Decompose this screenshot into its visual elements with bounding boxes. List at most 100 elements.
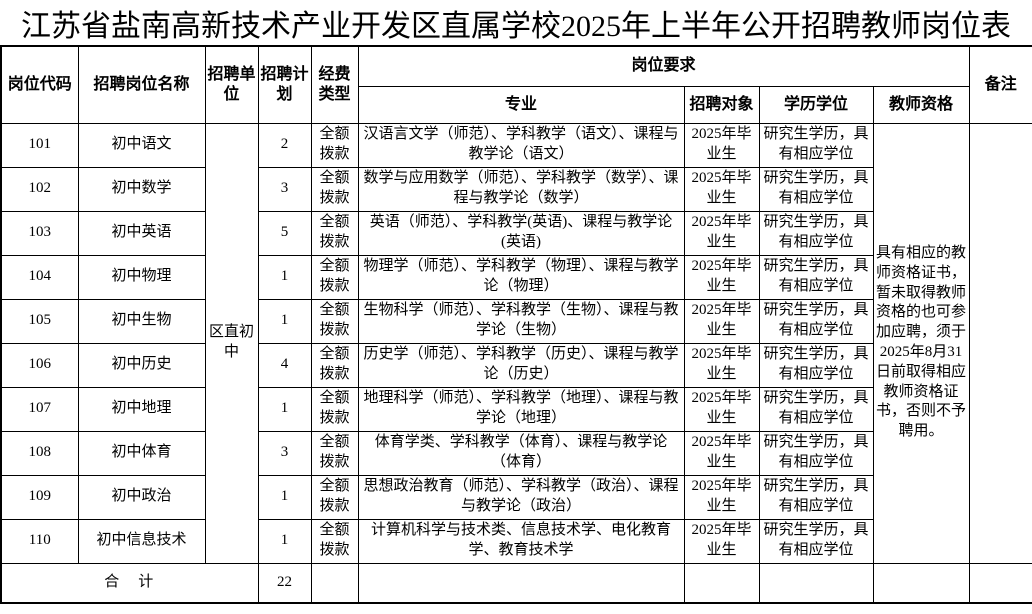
cell-degree: 研究生学历，具有相应学位 bbox=[758, 474, 874, 520]
cell-code: 102 bbox=[0, 166, 79, 212]
cell-degree: 研究生学历，具有相应学位 bbox=[758, 122, 874, 168]
cell-funding: 全额拨款 bbox=[310, 430, 359, 476]
cell-target: 2025年毕业生 bbox=[683, 342, 760, 388]
recruitment-table: 岗位代码 招聘岗位名称 招聘单位 招聘计划 经费类型 岗位要求 备注 专业 招聘… bbox=[0, 45, 1032, 604]
cell-position: 初中历史 bbox=[77, 342, 206, 388]
total-cert-empty bbox=[872, 562, 970, 604]
cell-target: 2025年毕业生 bbox=[683, 254, 760, 300]
cell-target: 2025年毕业生 bbox=[683, 430, 760, 476]
cell-major: 思想政治教育（师范）、学科教学（政治）、课程与教学论（政治） bbox=[357, 474, 685, 520]
total-target-empty bbox=[683, 562, 760, 604]
cell-plan: 5 bbox=[257, 210, 312, 256]
header-teacher-cert: 教师资格 bbox=[872, 85, 970, 124]
cell-degree: 研究生学历，具有相应学位 bbox=[758, 430, 874, 476]
cell-funding: 全额拨款 bbox=[310, 298, 359, 344]
cell-plan: 2 bbox=[257, 122, 312, 168]
cell-major: 物理学（师范）、学科教学（物理）、课程与教学论（物理） bbox=[357, 254, 685, 300]
table-row: 108 初中体育 3 全额拨款 体育学类、学科教学（体育）、课程与教学论（体育）… bbox=[0, 430, 1032, 476]
cell-position: 初中英语 bbox=[77, 210, 206, 256]
cell-target: 2025年毕业生 bbox=[683, 386, 760, 432]
header-position-code: 岗位代码 bbox=[0, 45, 79, 124]
header-recruiting-unit: 招聘单位 bbox=[204, 45, 259, 124]
cell-position: 初中数学 bbox=[77, 166, 206, 212]
cell-funding: 全额拨款 bbox=[310, 342, 359, 388]
cell-plan: 4 bbox=[257, 342, 312, 388]
cell-plan: 1 bbox=[257, 474, 312, 520]
table-row: 104 初中物理 1 全额拨款 物理学（师范）、学科教学（物理）、课程与教学论（… bbox=[0, 254, 1032, 300]
header-major: 专业 bbox=[357, 85, 685, 124]
cell-code: 106 bbox=[0, 342, 79, 388]
cell-major: 生物科学（师范）、学科教学（生物）、课程与教学论（生物） bbox=[357, 298, 685, 344]
cell-major: 英语（师范）、学科教学(英语)、课程与教学论(英语) bbox=[357, 210, 685, 256]
header-degree: 学历学位 bbox=[758, 85, 874, 124]
table-row: 105 初中生物 1 全额拨款 生物科学（师范）、学科教学（生物）、课程与教学论… bbox=[0, 298, 1032, 344]
cell-code: 110 bbox=[0, 518, 79, 564]
total-major-empty bbox=[357, 562, 685, 604]
cell-target: 2025年毕业生 bbox=[683, 298, 760, 344]
page-title: 江苏省盐南高新技术产业开发区直属学校2025年上半年公开招聘教师岗位表 bbox=[21, 9, 1011, 43]
total-plan-count: 22 bbox=[257, 562, 312, 604]
cell-funding: 全额拨款 bbox=[310, 254, 359, 300]
total-row: 合 计 22 bbox=[0, 562, 1032, 604]
cell-funding: 全额拨款 bbox=[310, 474, 359, 520]
header-position-name: 招聘岗位名称 bbox=[77, 45, 206, 124]
total-label: 合 计 bbox=[0, 562, 259, 604]
table-row: 110 初中信息技术 1 全额拨款 计算机科学与技术类、信息技术学、电化教育学、… bbox=[0, 518, 1032, 564]
total-funding-empty bbox=[310, 562, 359, 604]
cell-target: 2025年毕业生 bbox=[683, 122, 760, 168]
cell-major: 体育学类、学科教学（体育）、课程与教学论（体育） bbox=[357, 430, 685, 476]
total-degree-empty bbox=[758, 562, 874, 604]
cell-major: 历史学（师范）、学科教学（历史）、课程与教学论（历史） bbox=[357, 342, 685, 388]
cell-teacher-cert: 具有相应的教师资格证书，暂未取得教师资格的也可参加应聘，须于2025年8月31日… bbox=[872, 122, 970, 564]
cell-position: 初中体育 bbox=[77, 430, 206, 476]
cell-funding: 全额拨款 bbox=[310, 122, 359, 168]
table-row: 101 初中语文 区直初中 2 全额拨款 汉语言文学（师范）、学科教学（语文）、… bbox=[0, 122, 1032, 564]
header-remarks: 备注 bbox=[968, 45, 1032, 124]
cell-target: 2025年毕业生 bbox=[683, 166, 760, 212]
cell-code: 105 bbox=[0, 298, 79, 344]
cell-degree: 研究生学历，具有相应学位 bbox=[758, 254, 874, 300]
cell-funding: 全额拨款 bbox=[310, 166, 359, 212]
cell-degree: 研究生学历，具有相应学位 bbox=[758, 518, 874, 564]
cell-recruiting-unit: 区直初中 bbox=[204, 122, 259, 564]
cell-position: 初中语文 bbox=[77, 122, 206, 168]
cell-plan: 1 bbox=[257, 254, 312, 300]
cell-degree: 研究生学历，具有相应学位 bbox=[758, 210, 874, 256]
cell-degree: 研究生学历，具有相应学位 bbox=[758, 166, 874, 212]
cell-target: 2025年毕业生 bbox=[683, 518, 760, 564]
table-row: 106 初中历史 4 全额拨款 历史学（师范）、学科教学（历史）、课程与教学论（… bbox=[0, 342, 1032, 388]
cell-plan: 3 bbox=[257, 166, 312, 212]
table-row: 107 初中地理 1 全额拨款 地理科学（师范）、学科教学（地理）、课程与教学论… bbox=[0, 386, 1032, 432]
cell-funding: 全额拨款 bbox=[310, 386, 359, 432]
cell-position: 初中生物 bbox=[77, 298, 206, 344]
total-remarks-empty bbox=[968, 562, 1032, 604]
cell-plan: 3 bbox=[257, 430, 312, 476]
cell-code: 107 bbox=[0, 386, 79, 432]
cell-position: 初中政治 bbox=[77, 474, 206, 520]
cell-funding: 全额拨款 bbox=[310, 518, 359, 564]
cell-remarks bbox=[968, 122, 1032, 564]
header-target: 招聘对象 bbox=[683, 85, 760, 124]
cell-degree: 研究生学历，具有相应学位 bbox=[758, 386, 874, 432]
header-recruitment-plan: 招聘计划 bbox=[257, 45, 312, 124]
header-position-requirements: 岗位要求 bbox=[357, 45, 970, 87]
cell-target: 2025年毕业生 bbox=[683, 474, 760, 520]
cell-degree: 研究生学历，具有相应学位 bbox=[758, 342, 874, 388]
cell-major: 地理科学（师范）、学科教学（地理）、课程与教学论（地理） bbox=[357, 386, 685, 432]
cell-major: 数学与应用数学（师范）、学科教学（数学）、课程与教学论（数学） bbox=[357, 166, 685, 212]
cell-plan: 1 bbox=[257, 298, 312, 344]
cell-funding: 全额拨款 bbox=[310, 210, 359, 256]
table-row: 102 初中数学 3 全额拨款 数学与应用数学（师范）、学科教学（数学）、课程与… bbox=[0, 166, 1032, 212]
cell-code: 104 bbox=[0, 254, 79, 300]
cell-major: 汉语言文学（师范）、学科教学（语文）、课程与教学论（语文） bbox=[357, 122, 685, 168]
cell-position: 初中地理 bbox=[77, 386, 206, 432]
cell-position: 初中信息技术 bbox=[77, 518, 206, 564]
cell-major: 计算机科学与技术类、信息技术学、电化教育学、教育技术学 bbox=[357, 518, 685, 564]
header-funding-type: 经费类型 bbox=[310, 45, 359, 124]
cell-position: 初中物理 bbox=[77, 254, 206, 300]
table-row: 109 初中政治 1 全额拨款 思想政治教育（师范）、学科教学（政治）、课程与教… bbox=[0, 474, 1032, 520]
cell-target: 2025年毕业生 bbox=[683, 210, 760, 256]
cell-degree: 研究生学历，具有相应学位 bbox=[758, 298, 874, 344]
cell-code: 103 bbox=[0, 210, 79, 256]
